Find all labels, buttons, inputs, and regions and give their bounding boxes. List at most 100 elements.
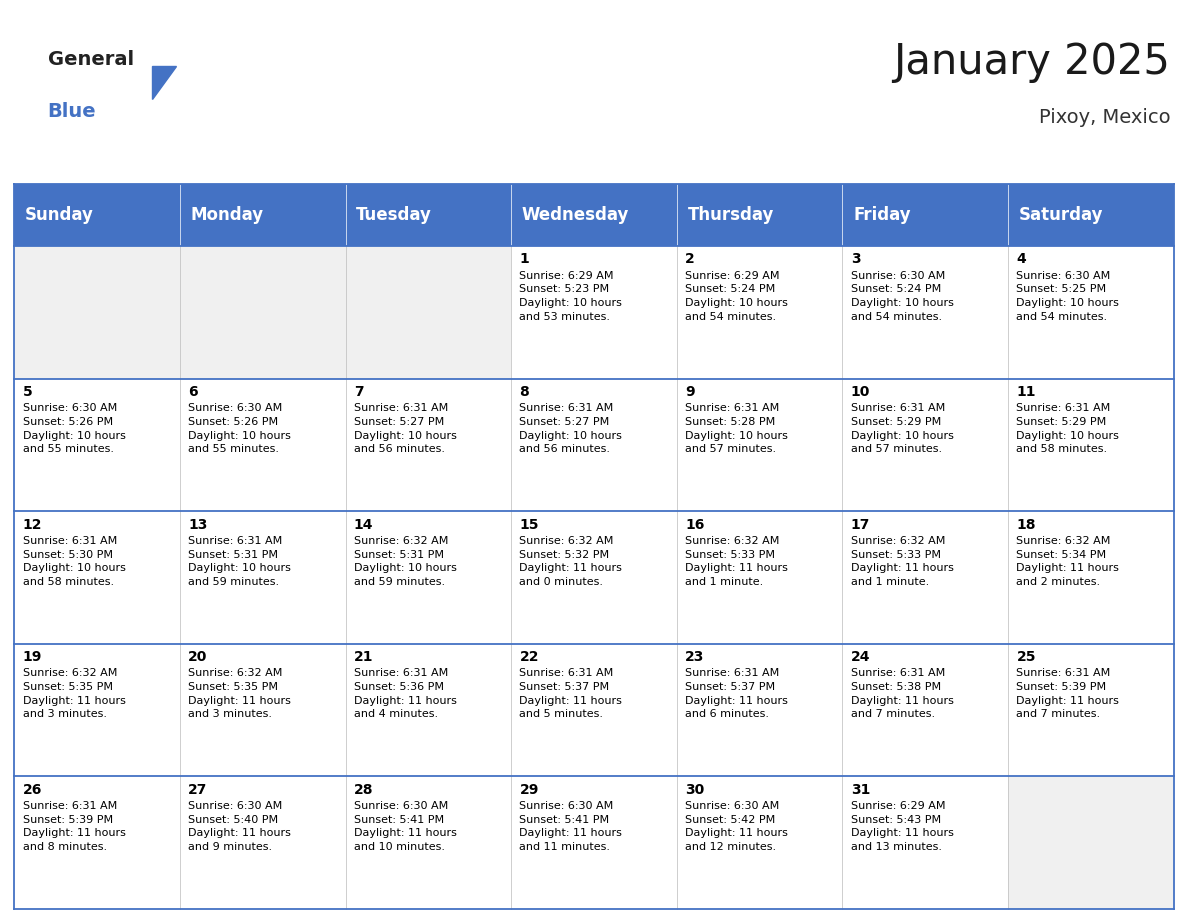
Bar xyxy=(511,777,677,909)
Text: 30: 30 xyxy=(685,783,704,797)
Text: 27: 27 xyxy=(188,783,208,797)
Bar xyxy=(346,378,511,511)
Text: Sunrise: 6:31 AM
Sunset: 5:37 PM
Daylight: 11 hours
and 5 minutes.: Sunrise: 6:31 AM Sunset: 5:37 PM Dayligh… xyxy=(519,668,623,720)
Text: 3: 3 xyxy=(851,252,860,266)
Text: 13: 13 xyxy=(188,518,208,532)
Text: 25: 25 xyxy=(1017,650,1036,664)
Bar xyxy=(511,644,677,777)
Bar xyxy=(511,246,677,378)
Bar xyxy=(346,511,511,644)
Bar xyxy=(14,644,179,777)
Text: 24: 24 xyxy=(851,650,871,664)
Text: Sunrise: 6:31 AM
Sunset: 5:39 PM
Daylight: 11 hours
and 7 minutes.: Sunrise: 6:31 AM Sunset: 5:39 PM Dayligh… xyxy=(1017,668,1119,720)
Bar xyxy=(842,644,1009,777)
Bar xyxy=(179,511,346,644)
Bar xyxy=(511,378,677,511)
Text: 11: 11 xyxy=(1017,385,1036,399)
Bar xyxy=(677,378,842,511)
Text: 14: 14 xyxy=(354,518,373,532)
Text: 21: 21 xyxy=(354,650,373,664)
Text: 12: 12 xyxy=(23,518,42,532)
Bar xyxy=(346,644,511,777)
Text: Monday: Monday xyxy=(190,206,264,224)
Text: General: General xyxy=(48,50,133,69)
Text: 6: 6 xyxy=(188,385,198,399)
Text: Sunrise: 6:32 AM
Sunset: 5:35 PM
Daylight: 11 hours
and 3 minutes.: Sunrise: 6:32 AM Sunset: 5:35 PM Dayligh… xyxy=(188,668,291,720)
Text: 16: 16 xyxy=(685,518,704,532)
Bar xyxy=(842,246,1009,378)
Text: Sunrise: 6:31 AM
Sunset: 5:38 PM
Daylight: 11 hours
and 7 minutes.: Sunrise: 6:31 AM Sunset: 5:38 PM Dayligh… xyxy=(851,668,954,720)
Text: Sunrise: 6:29 AM
Sunset: 5:43 PM
Daylight: 11 hours
and 13 minutes.: Sunrise: 6:29 AM Sunset: 5:43 PM Dayligh… xyxy=(851,801,954,852)
Text: Sunrise: 6:30 AM
Sunset: 5:41 PM
Daylight: 11 hours
and 11 minutes.: Sunrise: 6:30 AM Sunset: 5:41 PM Dayligh… xyxy=(519,801,623,852)
Text: Sunrise: 6:32 AM
Sunset: 5:32 PM
Daylight: 11 hours
and 0 minutes.: Sunrise: 6:32 AM Sunset: 5:32 PM Dayligh… xyxy=(519,536,623,587)
Text: Sunrise: 6:30 AM
Sunset: 5:41 PM
Daylight: 11 hours
and 10 minutes.: Sunrise: 6:30 AM Sunset: 5:41 PM Dayligh… xyxy=(354,801,456,852)
Text: 15: 15 xyxy=(519,518,539,532)
Text: 10: 10 xyxy=(851,385,870,399)
Text: Sunday: Sunday xyxy=(25,206,94,224)
Text: 4: 4 xyxy=(1017,252,1026,266)
Bar xyxy=(14,246,179,378)
Text: Sunrise: 6:31 AM
Sunset: 5:30 PM
Daylight: 10 hours
and 58 minutes.: Sunrise: 6:31 AM Sunset: 5:30 PM Dayligh… xyxy=(23,536,126,587)
Text: 7: 7 xyxy=(354,385,364,399)
Text: 18: 18 xyxy=(1017,518,1036,532)
Text: 8: 8 xyxy=(519,385,529,399)
Bar xyxy=(677,511,842,644)
Text: Sunrise: 6:31 AM
Sunset: 5:39 PM
Daylight: 11 hours
and 8 minutes.: Sunrise: 6:31 AM Sunset: 5:39 PM Dayligh… xyxy=(23,801,126,852)
Text: Pixoy, Mexico: Pixoy, Mexico xyxy=(1038,108,1170,128)
Text: Sunrise: 6:30 AM
Sunset: 5:26 PM
Daylight: 10 hours
and 55 minutes.: Sunrise: 6:30 AM Sunset: 5:26 PM Dayligh… xyxy=(23,403,126,454)
Text: 2: 2 xyxy=(685,252,695,266)
Text: Sunrise: 6:32 AM
Sunset: 5:34 PM
Daylight: 11 hours
and 2 minutes.: Sunrise: 6:32 AM Sunset: 5:34 PM Dayligh… xyxy=(1017,536,1119,587)
Text: 29: 29 xyxy=(519,783,539,797)
Text: Sunrise: 6:30 AM
Sunset: 5:42 PM
Daylight: 11 hours
and 12 minutes.: Sunrise: 6:30 AM Sunset: 5:42 PM Dayligh… xyxy=(685,801,788,852)
Bar xyxy=(1009,777,1174,909)
Bar xyxy=(677,246,842,378)
Text: Sunrise: 6:32 AM
Sunset: 5:31 PM
Daylight: 10 hours
and 59 minutes.: Sunrise: 6:32 AM Sunset: 5:31 PM Dayligh… xyxy=(354,536,456,587)
Text: 5: 5 xyxy=(23,385,32,399)
Text: 28: 28 xyxy=(354,783,373,797)
Text: 20: 20 xyxy=(188,650,208,664)
Text: Sunrise: 6:32 AM
Sunset: 5:33 PM
Daylight: 11 hours
and 1 minute.: Sunrise: 6:32 AM Sunset: 5:33 PM Dayligh… xyxy=(851,536,954,587)
Bar xyxy=(14,378,179,511)
Text: Sunrise: 6:31 AM
Sunset: 5:28 PM
Daylight: 10 hours
and 57 minutes.: Sunrise: 6:31 AM Sunset: 5:28 PM Dayligh… xyxy=(685,403,788,454)
Text: Wednesday: Wednesday xyxy=(522,206,630,224)
Text: Sunrise: 6:32 AM
Sunset: 5:35 PM
Daylight: 11 hours
and 3 minutes.: Sunrise: 6:32 AM Sunset: 5:35 PM Dayligh… xyxy=(23,668,126,720)
Bar xyxy=(677,644,842,777)
Text: 23: 23 xyxy=(685,650,704,664)
Text: Blue: Blue xyxy=(48,102,96,121)
Text: 31: 31 xyxy=(851,783,870,797)
Text: January 2025: January 2025 xyxy=(893,41,1170,84)
Text: 22: 22 xyxy=(519,650,539,664)
Bar xyxy=(346,777,511,909)
Bar xyxy=(1009,511,1174,644)
Bar xyxy=(842,378,1009,511)
Text: Sunrise: 6:30 AM
Sunset: 5:24 PM
Daylight: 10 hours
and 54 minutes.: Sunrise: 6:30 AM Sunset: 5:24 PM Dayligh… xyxy=(851,271,954,321)
Text: Sunrise: 6:31 AM
Sunset: 5:27 PM
Daylight: 10 hours
and 56 minutes.: Sunrise: 6:31 AM Sunset: 5:27 PM Dayligh… xyxy=(519,403,623,454)
Text: 26: 26 xyxy=(23,783,42,797)
Polygon shape xyxy=(152,66,176,99)
Text: Sunrise: 6:31 AM
Sunset: 5:37 PM
Daylight: 11 hours
and 6 minutes.: Sunrise: 6:31 AM Sunset: 5:37 PM Dayligh… xyxy=(685,668,788,720)
Bar xyxy=(842,511,1009,644)
Text: Sunrise: 6:29 AM
Sunset: 5:24 PM
Daylight: 10 hours
and 54 minutes.: Sunrise: 6:29 AM Sunset: 5:24 PM Dayligh… xyxy=(685,271,788,321)
Bar xyxy=(14,184,1174,246)
Text: 19: 19 xyxy=(23,650,42,664)
Text: 17: 17 xyxy=(851,518,870,532)
Text: Sunrise: 6:29 AM
Sunset: 5:23 PM
Daylight: 10 hours
and 53 minutes.: Sunrise: 6:29 AM Sunset: 5:23 PM Dayligh… xyxy=(519,271,623,321)
Text: Sunrise: 6:31 AM
Sunset: 5:29 PM
Daylight: 10 hours
and 58 minutes.: Sunrise: 6:31 AM Sunset: 5:29 PM Dayligh… xyxy=(1017,403,1119,454)
Bar xyxy=(1009,246,1174,378)
Text: Tuesday: Tuesday xyxy=(356,206,432,224)
Bar xyxy=(511,511,677,644)
Text: Sunrise: 6:30 AM
Sunset: 5:40 PM
Daylight: 11 hours
and 9 minutes.: Sunrise: 6:30 AM Sunset: 5:40 PM Dayligh… xyxy=(188,801,291,852)
Bar xyxy=(179,378,346,511)
Text: Friday: Friday xyxy=(853,206,911,224)
Text: Sunrise: 6:31 AM
Sunset: 5:27 PM
Daylight: 10 hours
and 56 minutes.: Sunrise: 6:31 AM Sunset: 5:27 PM Dayligh… xyxy=(354,403,456,454)
Bar xyxy=(14,777,179,909)
Text: 1: 1 xyxy=(519,252,529,266)
Text: Sunrise: 6:31 AM
Sunset: 5:36 PM
Daylight: 11 hours
and 4 minutes.: Sunrise: 6:31 AM Sunset: 5:36 PM Dayligh… xyxy=(354,668,456,720)
Bar xyxy=(179,777,346,909)
Text: 9: 9 xyxy=(685,385,695,399)
Bar xyxy=(1009,378,1174,511)
Text: Sunrise: 6:31 AM
Sunset: 5:31 PM
Daylight: 10 hours
and 59 minutes.: Sunrise: 6:31 AM Sunset: 5:31 PM Dayligh… xyxy=(188,536,291,587)
Text: Sunrise: 6:32 AM
Sunset: 5:33 PM
Daylight: 11 hours
and 1 minute.: Sunrise: 6:32 AM Sunset: 5:33 PM Dayligh… xyxy=(685,536,788,587)
Text: Thursday: Thursday xyxy=(688,206,773,224)
Text: Sunrise: 6:31 AM
Sunset: 5:29 PM
Daylight: 10 hours
and 57 minutes.: Sunrise: 6:31 AM Sunset: 5:29 PM Dayligh… xyxy=(851,403,954,454)
